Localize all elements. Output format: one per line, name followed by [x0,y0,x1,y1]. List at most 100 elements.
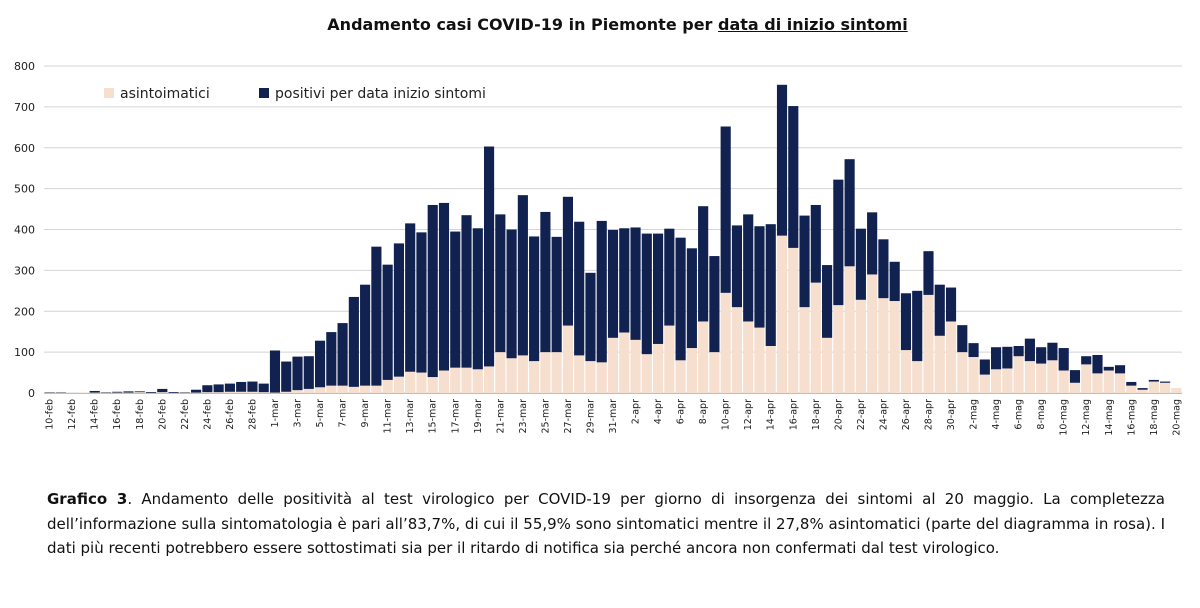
bar-asintomatici [450,367,461,393]
bar-asintomatici [709,352,720,393]
bar-asintomatici [326,385,337,393]
bar-asintomatici [562,325,574,393]
bar-asintomatici [303,388,314,393]
bar-positivi [945,287,957,322]
x-tick-label: 22-feb [180,399,191,430]
bar-positivi [202,385,213,393]
bar-asintomatici [1069,382,1081,393]
bar-positivi [348,296,359,387]
bar-positivi [1148,379,1159,382]
bar-positivi [360,284,371,386]
x-tick-label: 24-feb [202,399,213,430]
x-tick-label: 16-apr [788,399,799,430]
bar-positivi [427,204,438,378]
bar-positivi [1103,366,1114,371]
bar-positivi [720,126,731,293]
x-tick-label: 16-feb [112,399,123,430]
x-tick-label: 6-mag [1014,399,1025,430]
bar-positivi [562,196,574,326]
bar-asintomatici [900,350,912,393]
bar-asintomatici [675,360,686,393]
bar-asintomatici [686,348,697,393]
bar-asintomatici [314,387,326,393]
caption-label: Grafico 3 [47,490,128,508]
bar-asintomatici [202,392,213,393]
bar-positivi [675,237,686,361]
bar-positivi [326,332,337,386]
bar-asintomatici [236,391,247,393]
bar-positivi [495,214,506,353]
x-tick-label: 5-mar [315,399,326,428]
bar-asintomatici [134,392,145,393]
bar-positivi [968,343,979,358]
bar-positivi [900,293,912,351]
bar-positivi [483,146,495,367]
bar-asintomatici [540,352,551,393]
y-tick-label: 300 [14,264,35,277]
bar-asintomatici [731,307,743,393]
bar-asintomatici [472,369,483,393]
bar-positivi [934,284,945,336]
bar-asintomatici [213,392,224,393]
bar-asintomatici [1081,364,1092,393]
bar-asintomatici [979,374,990,393]
bar-asintomatici [652,343,664,393]
y-tick-label: 200 [14,305,35,318]
x-tick-label: 18-apr [811,399,822,430]
bar-asintomatici [799,307,810,393]
bar-asintomatici [743,321,754,393]
y-tick-label: 0 [28,387,35,400]
bar-positivi [236,381,247,392]
bar-positivi [1126,381,1137,386]
x-tick-label: 4-mag [991,399,1002,430]
bar-asintomatici [991,369,1002,393]
bar-positivi [664,228,675,326]
legend-swatch-positivi [259,88,269,98]
bar-asintomatici [596,362,607,393]
bar-asintomatici [1160,382,1171,393]
bar-positivi [461,215,472,368]
x-tick-label: 8-mag [1036,399,1047,430]
bar-asintomatici [1114,373,1126,393]
x-tick-label: 24-apr [878,399,889,430]
x-tick-label: 28-apr [923,399,934,430]
bar-asintomatici [495,352,506,393]
x-tick-label: 23-mar [518,399,529,434]
bar-asintomatici [968,357,979,393]
bar-positivi [157,388,168,393]
bar-asintomatici [427,377,438,393]
bar-positivi [393,243,404,377]
bar-positivi [754,226,765,328]
bar-asintomatici [1148,381,1159,393]
x-tick-label: 25-mar [540,399,551,434]
bar-asintomatici [945,321,957,393]
bar-positivi [213,384,224,393]
bar-positivi [833,179,844,306]
bar-asintomatici [292,390,303,393]
bar-positivi [788,106,799,248]
bar-asintomatici [382,379,393,393]
bar-positivi [1002,346,1013,369]
chart: 0 100 200 300 400 500 600 700 800 10-feb 12-feb 14-… [14,60,1182,436]
bar-positivi [1137,388,1148,390]
x-tick-label: 2-apr [631,399,642,424]
bar-positivi [529,236,540,362]
bar-positivi [957,325,968,353]
bar-asintomatici [360,385,371,393]
bar-positivi [247,381,258,392]
y-tick-label: 600 [14,142,35,155]
bar-positivi [1013,345,1024,357]
x-tick-label: 6-apr [676,399,687,424]
x-tick-label: 22-apr [856,399,867,430]
bar-positivi [867,212,878,275]
bar-asintomatici [405,371,416,393]
bar-positivi [979,359,990,375]
bar-asintomatici [157,392,168,393]
bar-positivi [607,229,619,338]
bar-positivi [585,272,596,362]
bar-positivi [123,391,134,393]
bar-positivi [630,227,641,340]
bar-positivi [450,231,461,368]
bar-asintomatici [483,366,495,393]
bar-positivi [923,251,934,295]
